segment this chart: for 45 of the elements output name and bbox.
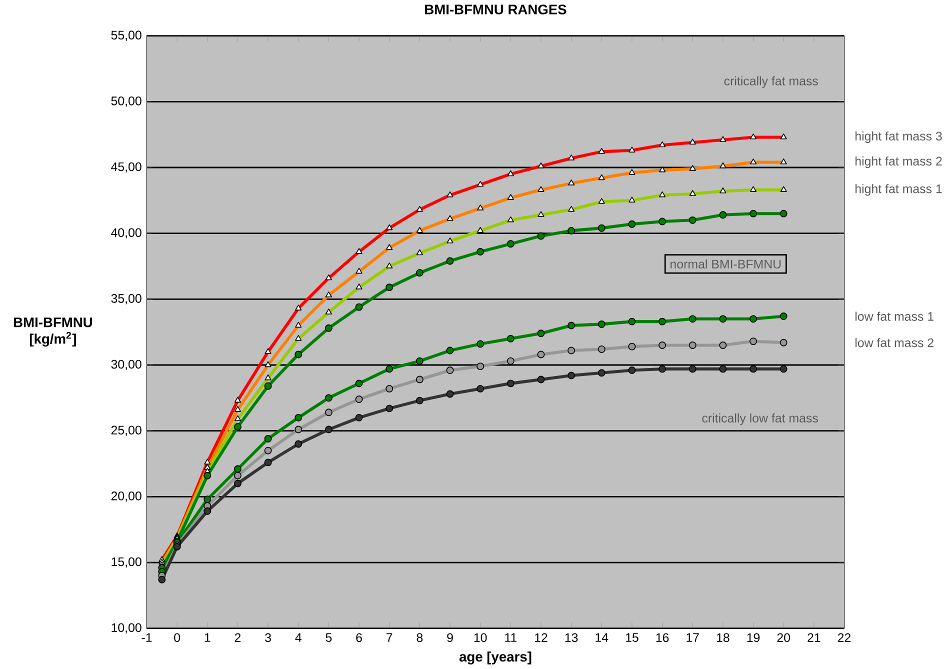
x-tick-label: 0 — [174, 633, 180, 642]
x-tick-label: 14 — [596, 633, 608, 642]
x-tick-label: 17 — [686, 633, 699, 642]
y-tick-label: 10,00 — [112, 623, 142, 634]
x-tick-label: 19 — [747, 633, 760, 642]
annotation: normal BMI-BFMNU — [670, 259, 781, 268]
x-tick-label: 20 — [777, 633, 790, 642]
x-tick-label: 9 — [447, 633, 453, 642]
x-tick-label: 8 — [416, 633, 423, 642]
x-tick-label: 12 — [535, 633, 548, 642]
y-tick-label: 20,00 — [111, 492, 142, 502]
x-tick-label: -1 — [142, 633, 152, 642]
chart-title: BMI-BFMNU RANGES — [425, 4, 566, 14]
x-tick-label: 2 — [234, 633, 241, 642]
x-tick-label: 22 — [838, 633, 851, 642]
text: low fat mass 2 — [856, 338, 934, 348]
y-axis-title: BMI-BFMNU [kg/m$^{2}$] — [14, 318, 92, 347]
y-tick-label: 55,00 — [111, 30, 142, 41]
text: low fat mass 1 — [856, 312, 934, 321]
text: hight fat mass 1 — [856, 184, 942, 196]
y-tick-label: 25,00 — [111, 426, 142, 436]
y-tick-label: 50,00 — [111, 96, 142, 107]
x-tick-label: 15 — [626, 633, 638, 642]
text: hight fat mass 2 — [856, 156, 942, 168]
y-tick-label: 35,00 — [111, 294, 142, 304]
text: hight fat mass 3 — [856, 131, 942, 143]
y-tick-label: 45,00 — [111, 162, 142, 173]
x-axis-title: age [years] — [459, 651, 532, 664]
x-tick-label: 6 — [356, 633, 362, 642]
y-tick-label: 30,00 — [111, 360, 142, 370]
x-tick-label: 11 — [505, 633, 517, 642]
annotation: critically fat mass — [724, 76, 818, 88]
x-tick-label: 1 — [204, 633, 210, 642]
x-tick-label: 7 — [386, 633, 392, 642]
x-tick-label: 18 — [716, 633, 730, 642]
y-tick-label: 15,00 — [112, 557, 142, 568]
x-tick-label: 16 — [656, 633, 669, 642]
x-tick-label: 21 — [808, 633, 820, 642]
annotation: critically low fat mass — [702, 413, 818, 425]
x-tick-label: 13 — [565, 633, 578, 642]
x-tick-label: 4 — [295, 633, 302, 642]
y-tick-label: 40,00 — [111, 228, 142, 238]
x-tick-label: 3 — [265, 633, 271, 642]
x-tick-label: 5 — [326, 633, 332, 642]
x-tick-label: 10 — [474, 633, 487, 642]
